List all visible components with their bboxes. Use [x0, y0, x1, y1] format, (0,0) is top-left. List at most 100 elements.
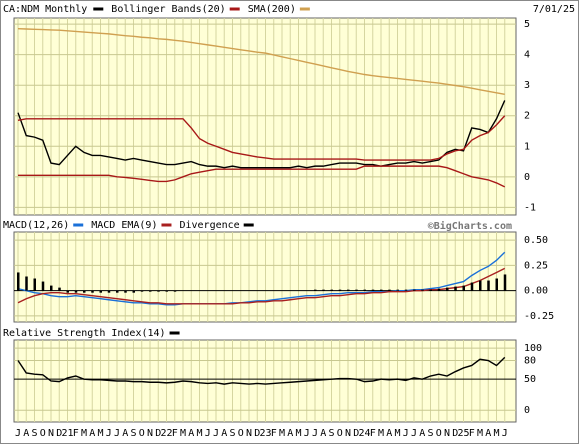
- series-line: [17, 356, 506, 385]
- divergence-bar: [173, 290, 177, 292]
- x-tick-label: J: [411, 428, 417, 439]
- series-line: [17, 27, 505, 96]
- divergence-bar: [396, 289, 399, 291]
- x-tick-label: N: [444, 428, 450, 439]
- divergence-bar: [107, 290, 111, 293]
- series-line: [17, 100, 506, 169]
- x-tick-label: A: [188, 428, 194, 439]
- x-tick-label: M: [81, 428, 87, 439]
- x-tick-label: O: [238, 428, 244, 439]
- x-tick-label: 24: [358, 428, 370, 439]
- x-tick-label: O: [139, 428, 145, 439]
- watermark: ©BigCharts.com: [428, 220, 512, 232]
- legend-swatch: [299, 7, 310, 11]
- x-tick-label: J: [15, 428, 21, 439]
- x-tick-label: M: [279, 428, 285, 439]
- x-tick-label: A: [221, 428, 227, 439]
- legend-swatch: [229, 7, 240, 11]
- divergence-bar: [50, 285, 53, 291]
- divergence-bar: [487, 280, 490, 291]
- y-tick-label: -0.25: [524, 311, 554, 322]
- divergence-bar: [503, 274, 507, 291]
- divergence-bar: [470, 282, 474, 291]
- y-tick-label: 0.50: [524, 235, 548, 246]
- y-tick-label: 0.00: [524, 286, 548, 297]
- divergence-bar: [157, 290, 160, 292]
- x-tick-label: M: [196, 428, 202, 439]
- divergence-bar: [371, 289, 375, 291]
- x-tick-label: 21: [61, 428, 73, 439]
- divergence-bar: [355, 289, 358, 291]
- divergence-bar: [58, 287, 61, 291]
- divergence-bar: [74, 290, 78, 293]
- legend-swatch: [169, 331, 180, 335]
- x-tick-label: N: [345, 428, 351, 439]
- x-tick-label: J: [312, 428, 318, 439]
- x-tick-label: F: [271, 428, 277, 439]
- divergence-bar: [479, 280, 482, 291]
- x-tick-label: S: [427, 428, 433, 439]
- x-tick-label: S: [328, 428, 334, 439]
- x-tick-label: O: [337, 428, 343, 439]
- x-tick-label: M: [378, 428, 384, 439]
- series-line: [18, 165, 506, 188]
- divergence-bar: [330, 289, 333, 291]
- chart-title: CA:NDM Monthly: [3, 4, 87, 15]
- x-tick-label: O: [436, 428, 442, 439]
- divergence-bar: [421, 289, 424, 291]
- divergence-bar: [25, 276, 28, 291]
- x-tick-label: D: [56, 428, 62, 439]
- x-tick-label: 22: [160, 428, 172, 439]
- legend-label: Divergence: [179, 220, 239, 231]
- x-tick-label: 25: [457, 428, 469, 439]
- y-tick-label: 5: [524, 19, 530, 30]
- x-tick-label: J: [114, 428, 120, 439]
- x-tick-label: J: [205, 428, 211, 439]
- divergence-bar: [454, 286, 457, 291]
- divergence-bar: [429, 289, 432, 291]
- x-tick-label: A: [320, 428, 326, 439]
- x-tick-label: J: [213, 428, 219, 439]
- divergence-bar: [149, 290, 152, 292]
- divergence-bar: [446, 287, 449, 291]
- legend-label: MACD(12,26): [3, 220, 69, 231]
- divergence-bar: [495, 278, 498, 291]
- x-tick-label: A: [287, 428, 293, 439]
- x-tick-label: D: [155, 428, 161, 439]
- divergence-bar: [380, 289, 383, 291]
- legend-label: MACD EMA(9): [91, 220, 157, 231]
- divergence-bar: [413, 289, 416, 291]
- x-tick-label: O: [40, 428, 46, 439]
- divergence-bar: [33, 278, 36, 291]
- x-tick-label: S: [31, 428, 37, 439]
- x-tick-label: M: [295, 428, 301, 439]
- x-tick-label: A: [23, 428, 29, 439]
- y-tick-label: 1: [524, 141, 530, 152]
- x-tick-label: F: [469, 428, 475, 439]
- date: 7/01/25: [533, 4, 575, 15]
- legend-label: Bollinger Bands(20): [111, 4, 225, 15]
- y-tick-label: 0.25: [524, 260, 548, 271]
- divergence-bar: [99, 290, 102, 293]
- divergence-bar: [41, 281, 45, 291]
- x-tick-label: J: [106, 428, 112, 439]
- x-tick-label: M: [477, 428, 483, 439]
- x-tick-label: D: [353, 428, 359, 439]
- x-tick-label: J: [403, 428, 409, 439]
- x-tick-label: A: [485, 428, 491, 439]
- y-tick-label: 0: [524, 405, 530, 416]
- divergence-bar: [66, 290, 69, 293]
- x-tick-label: A: [122, 428, 128, 439]
- x-tick-label: D: [452, 428, 458, 439]
- divergence-bar: [404, 289, 408, 291]
- divergence-bar: [83, 290, 86, 293]
- divergence-bar: [338, 289, 342, 291]
- x-tick-label: A: [419, 428, 425, 439]
- y-tick-label: 3: [524, 80, 530, 91]
- y-tick-label: 2: [524, 111, 530, 122]
- legend-swatch: [73, 223, 84, 227]
- x-tick-label: F: [172, 428, 178, 439]
- x-tick-label: D: [254, 428, 260, 439]
- series-line: [17, 115, 506, 161]
